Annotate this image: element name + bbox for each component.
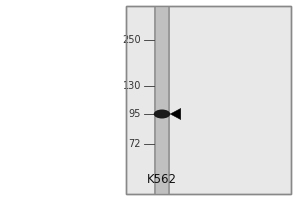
Text: 95: 95 bbox=[129, 109, 141, 119]
Bar bbox=[126, 6, 291, 194]
Bar bbox=[126, 6, 291, 194]
Polygon shape bbox=[170, 108, 181, 120]
Bar bbox=[0, 0, 126, 200]
Text: K562: K562 bbox=[147, 173, 177, 186]
Ellipse shape bbox=[154, 109, 170, 118]
Bar bbox=[154, 6, 156, 194]
Text: 130: 130 bbox=[123, 81, 141, 91]
Bar bbox=[168, 6, 170, 194]
Text: 250: 250 bbox=[122, 35, 141, 45]
Text: 72: 72 bbox=[128, 139, 141, 149]
Bar bbox=[155, 6, 169, 194]
